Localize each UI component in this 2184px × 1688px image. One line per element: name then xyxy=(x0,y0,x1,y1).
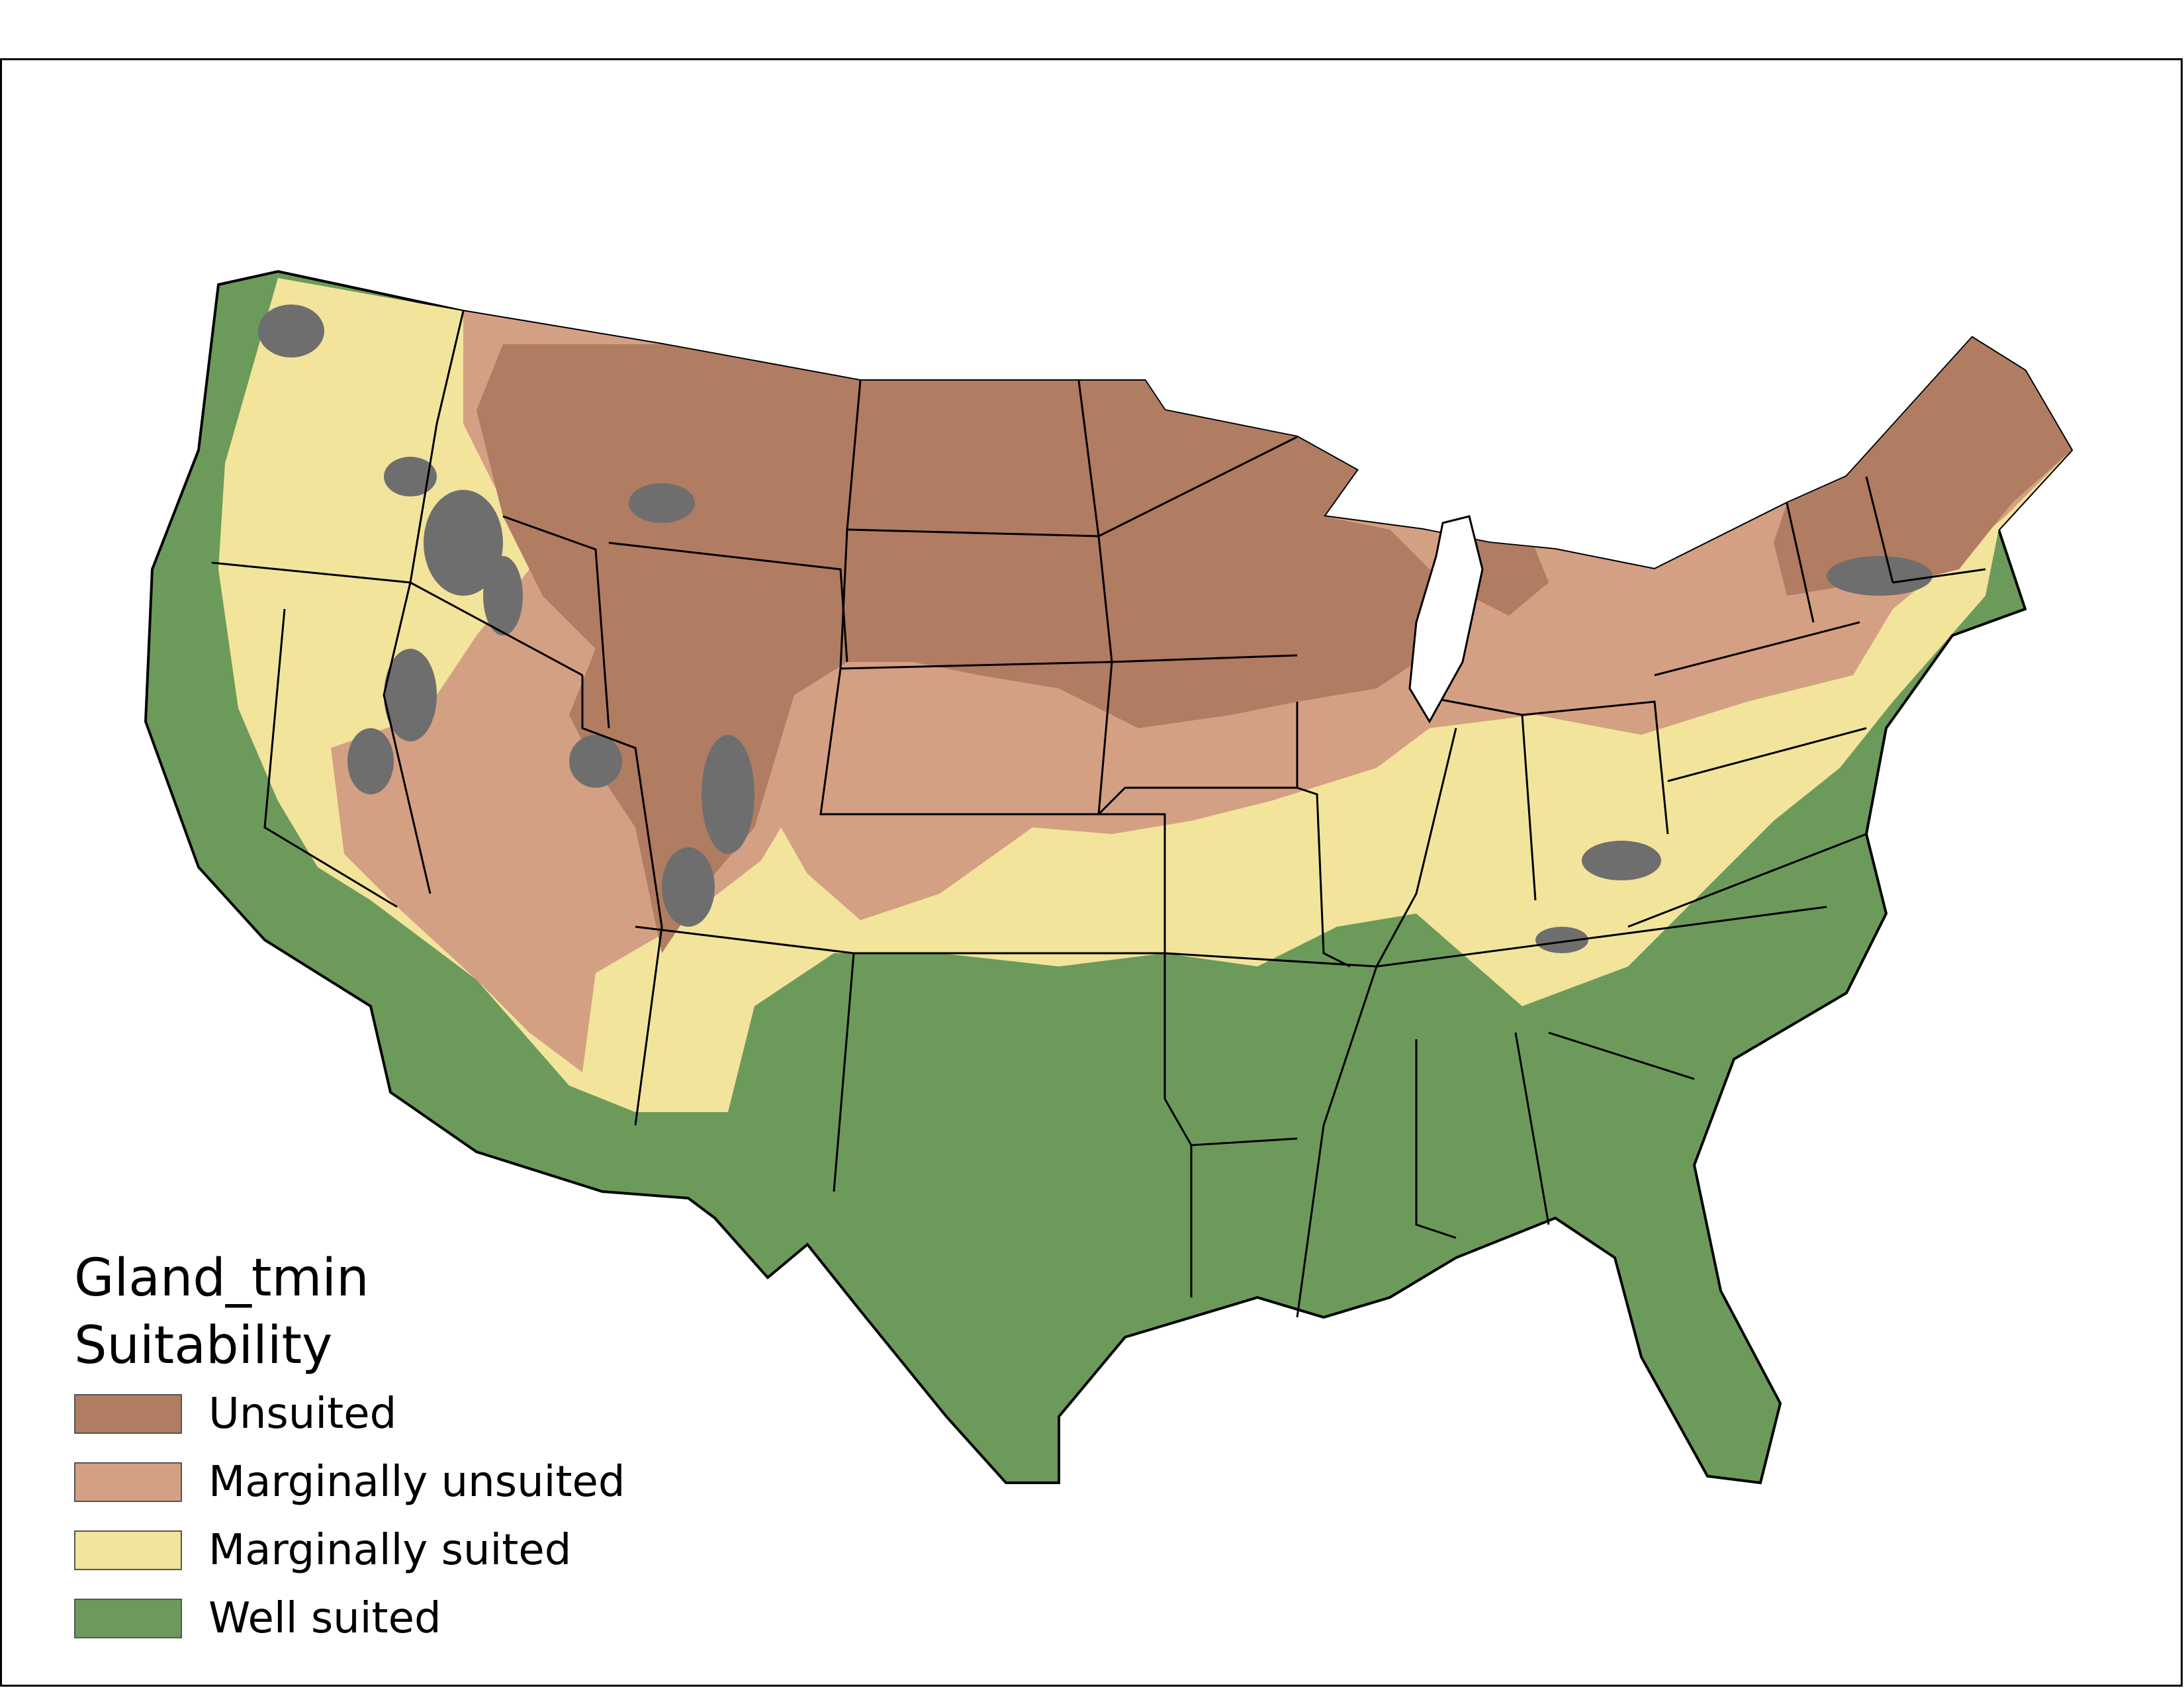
legend-item-marginally-suited: Marginally suited xyxy=(74,1516,736,1584)
legend-swatch-marginally-unsuited xyxy=(74,1462,182,1502)
lake-michigan xyxy=(1408,515,1484,724)
legend-swatch-well-suited xyxy=(74,1598,182,1638)
legend-label-marginally-unsuited: Marginally unsuited xyxy=(208,1457,625,1507)
legend: Gland_tmin Suitability Unsuited Marginal… xyxy=(74,1244,736,1652)
region-unsuited-northeast xyxy=(1774,338,2071,596)
legend-item-well-suited: Well suited xyxy=(74,1584,736,1652)
map-frame xyxy=(0,58,2183,1687)
state-borders xyxy=(211,310,1986,1318)
legend-label-unsuited: Unsuited xyxy=(208,1389,397,1438)
legend-label-marginally-suited: Marginally suited xyxy=(208,1525,572,1575)
legend-title-line1: Gland_tmin xyxy=(74,1248,369,1308)
terrain-shading xyxy=(258,305,1933,953)
legend-swatch-marginally-suited xyxy=(74,1530,182,1570)
legend-item-marginally-unsuited: Marginally unsuited xyxy=(74,1448,736,1516)
legend-label-well-suited: Well suited xyxy=(208,1593,441,1643)
legend-swatch-unsuited xyxy=(74,1393,182,1434)
legend-item-unsuited: Unsuited xyxy=(74,1380,736,1448)
legend-title-line2: Suitability xyxy=(74,1316,333,1376)
